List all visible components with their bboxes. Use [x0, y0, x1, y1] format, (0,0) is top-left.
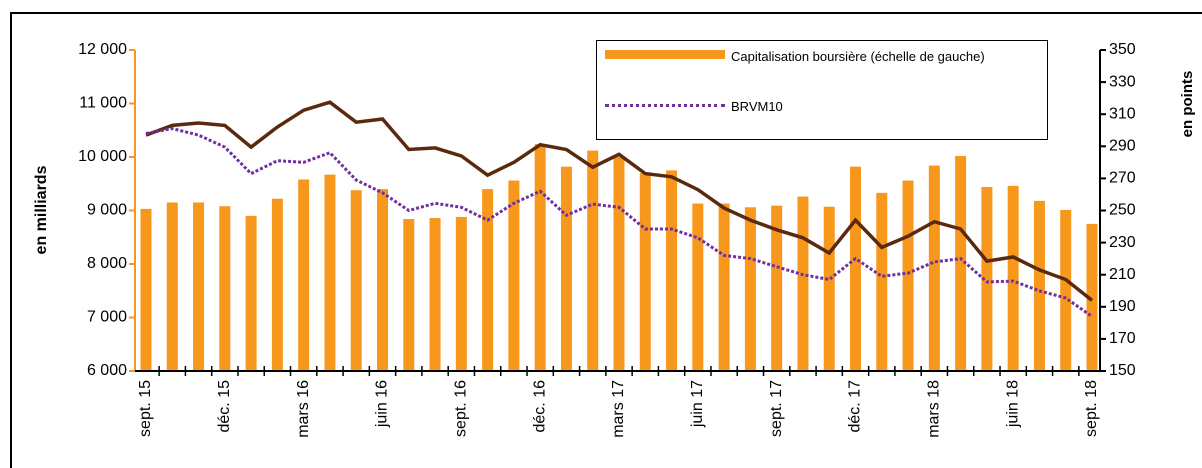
bar: [771, 205, 783, 371]
legend-swatch: [605, 104, 725, 107]
bar: [718, 203, 730, 371]
legend: Capitalisation boursière (échelle de gau…: [596, 40, 1048, 140]
x-tick-label: déc. 16: [531, 380, 548, 433]
bar: [324, 174, 336, 371]
x-tick-label: déc. 15: [216, 380, 233, 433]
bar: [981, 186, 993, 371]
bar: [876, 192, 888, 371]
x-tick-label: sept. 16: [453, 380, 470, 437]
y2-tick-label: 190: [1109, 298, 1136, 315]
y2-tick-label: 170: [1109, 330, 1136, 347]
x-tick-label: sept. 15: [137, 380, 154, 437]
bar: [1086, 223, 1098, 371]
y-tick-label: 12 000: [78, 41, 127, 58]
line: [145, 100, 1094, 302]
plot: 6 000 7 000 8 000 9 000 10 000 11 000 12 000 15…: [78, 41, 1136, 438]
x-tick-label: sept. 18: [1083, 380, 1100, 437]
bar: [613, 157, 625, 371]
bar: [350, 190, 362, 371]
y2-tick-label: 210: [1109, 266, 1136, 283]
bar: [902, 180, 914, 371]
bar: [823, 206, 835, 371]
legend-swatch: [605, 50, 725, 59]
y-tick-label: 8 000: [87, 255, 127, 272]
bar: [403, 219, 415, 371]
bar: [377, 189, 388, 371]
legend-item: Capitalisation boursière (échelle de gau…: [605, 47, 1031, 66]
bar: [850, 166, 861, 371]
x-tick-label: déc. 17: [847, 380, 864, 433]
y-tick-label: 9 000: [87, 202, 127, 219]
x-tick-label: mars 18: [926, 380, 943, 438]
bar: [587, 150, 599, 371]
x-tick-label: sept. 17: [768, 380, 785, 437]
y2-tick-label: 270: [1109, 170, 1136, 187]
bar: [666, 170, 678, 371]
x-tick-label: juin 18: [1004, 380, 1021, 428]
y2-tick-label: 150: [1109, 362, 1136, 379]
bar: [692, 203, 704, 371]
bar: [1007, 185, 1019, 371]
y2-tick-label: 310: [1109, 105, 1136, 122]
frame: [10, 12, 1202, 468]
legend-label: Capitalisation boursière (échelle de gau…: [731, 49, 985, 64]
x-tick-label: mars 16: [295, 380, 312, 438]
y-tick-label: 11 000: [79, 95, 127, 112]
bar: [955, 155, 967, 371]
legend-item: BRVM10: [605, 97, 1031, 116]
bar: [744, 207, 756, 371]
bar: [193, 202, 205, 371]
y2-tick-label: 330: [1109, 73, 1136, 90]
x-tick-label: juin 16: [374, 380, 391, 428]
y2-tick-label: 250: [1109, 202, 1136, 219]
bar: [508, 180, 520, 371]
bar: [140, 208, 152, 371]
y2-tick-label: 350: [1109, 41, 1136, 58]
bar: [482, 189, 494, 371]
x-tick-label: mars 17: [610, 380, 627, 438]
y2-axis-title: en points: [1179, 71, 1196, 138]
y2-tick-label: 290: [1109, 138, 1136, 155]
bar: [271, 198, 283, 371]
line: [145, 127, 1093, 318]
y-tick-label: 7 000: [87, 309, 127, 326]
y2-tick-label: 230: [1109, 234, 1136, 251]
bar: [429, 217, 441, 371]
y-axis-title: en milliards: [33, 165, 50, 254]
legend-label: BRVM10: [731, 99, 783, 114]
bar: [534, 144, 546, 371]
bar: [797, 196, 809, 371]
y-tick-label: 10 000: [78, 148, 127, 165]
bar: [928, 165, 940, 371]
bar: [1060, 209, 1072, 371]
bar: [1033, 200, 1045, 371]
x-tick-label: juin 17: [689, 380, 706, 428]
bar: [166, 202, 178, 371]
bar: [560, 166, 572, 371]
bar: [639, 173, 651, 371]
bar: [245, 215, 257, 371]
bar: [298, 179, 310, 371]
bar: [455, 216, 467, 371]
y-tick-label: 6 000: [87, 362, 127, 379]
bar: [219, 206, 231, 371]
